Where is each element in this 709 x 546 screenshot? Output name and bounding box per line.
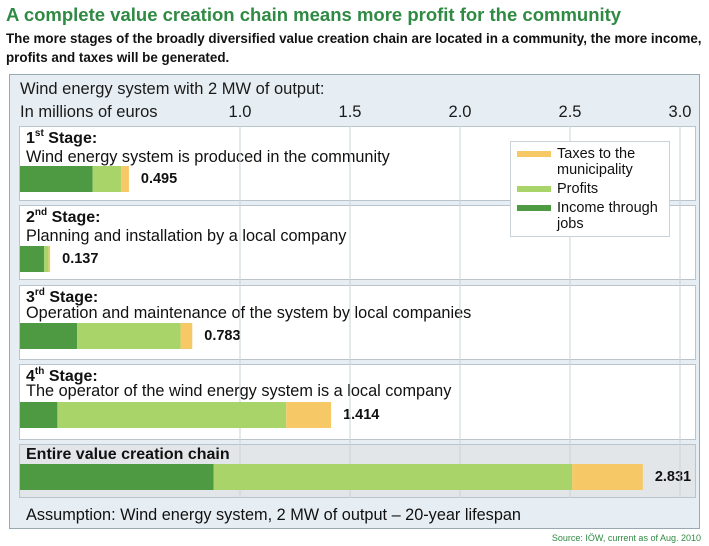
legend-swatch-income <box>517 205 551 211</box>
stage-ordinal: 4 <box>26 368 35 385</box>
stage-description: Wind energy system is produced in the co… <box>26 148 390 166</box>
legend-swatch-taxes <box>517 151 551 157</box>
bar-total-label: 0.495 <box>140 171 178 187</box>
stage-title: Entire value creation chain <box>26 446 230 464</box>
stage-title: 2nd Stage: <box>26 207 101 227</box>
stage-word: Stage: <box>48 130 98 147</box>
legend-label-income: Income through jobs <box>557 200 658 232</box>
stage-description: Planning and installation by a local com… <box>26 227 347 245</box>
x-tick-label: 1.0 <box>228 103 252 121</box>
chart-title: A complete value creation chain means mo… <box>6 4 622 25</box>
stage-title: 4th Stage: <box>26 366 98 386</box>
stage-description: The operator of the wind energy system i… <box>26 382 452 400</box>
stage-ordinal-suffix: rd <box>34 287 45 298</box>
stage-word: Entire value creation chain <box>26 446 230 463</box>
x-tick-label: 1.5 <box>338 103 362 121</box>
bar-total-label: 1.414 <box>343 407 380 423</box>
stage-title: 3rd Stage: <box>26 287 99 307</box>
bar-total-label: 0.137 <box>62 251 99 267</box>
source-note: Source: IÖW, current as of Aug. 2010 <box>551 533 701 543</box>
chart-heading: Wind energy system with 2 MW of output: <box>20 80 325 98</box>
legend: Taxes to the municipality Profits Income… <box>510 141 670 237</box>
bar-total-label: 0.783 <box>204 328 241 344</box>
legend-label-taxes: Taxes to the municipality <box>557 146 636 178</box>
stage-ordinal: 2 <box>26 209 35 226</box>
stage-ordinal-suffix: nd <box>34 207 48 218</box>
legend-label-profits: Profits <box>557 181 599 197</box>
axis-unit-label: In millions of euros <box>20 103 158 121</box>
chart-subtitle: The more stages of the broadly diversifi… <box>6 31 702 65</box>
stage-box <box>19 364 696 440</box>
stage-word: Stage: <box>51 209 101 226</box>
x-tick-label: 3.0 <box>668 103 692 121</box>
assumption-note: Assumption: Wind energy system, 2 MW of … <box>26 506 521 524</box>
stage-ordinal-suffix: st <box>34 128 44 139</box>
stage-word: Stage: <box>48 368 98 385</box>
stage-ordinal: 1 <box>26 130 35 147</box>
legend-swatch-profits <box>517 186 551 192</box>
stage-description: Operation and maintenance of the system … <box>26 304 472 322</box>
stage-title: 1st Stage: <box>26 128 98 148</box>
bar-total-label: 2.831 <box>654 469 692 485</box>
stage-ordinal-suffix: th <box>34 366 45 377</box>
stage-word: Stage: <box>49 289 99 306</box>
x-tick-label: 2.0 <box>448 103 472 121</box>
x-tick-label: 2.5 <box>558 103 582 121</box>
stage-ordinal: 3 <box>26 289 35 306</box>
